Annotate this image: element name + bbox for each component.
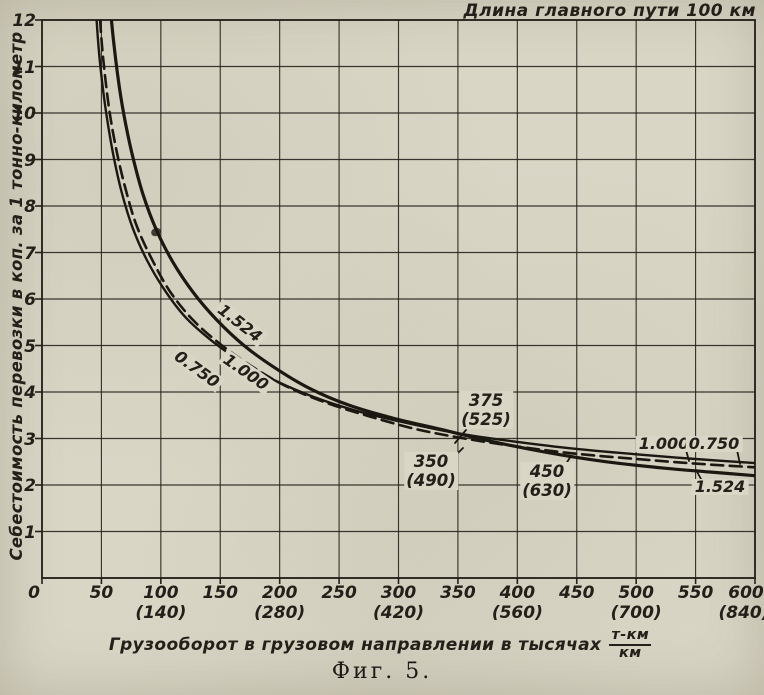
annotation-350-secondary: (490) bbox=[406, 471, 456, 490]
x-axis-title: Грузооборот в грузовом направлении в тыс… bbox=[60, 627, 700, 662]
y-tick-label: 7 bbox=[24, 243, 36, 264]
x-tick-label: 500 bbox=[618, 583, 654, 603]
right-label-1000: 1.000 bbox=[635, 436, 693, 452]
annotation-375-value: 375 bbox=[468, 391, 504, 410]
y-tick-label: 5 bbox=[24, 336, 36, 357]
annotation-450-secondary: (630) bbox=[522, 481, 572, 500]
x-tick-label: 400 bbox=[499, 583, 536, 603]
annotation-450: 450 (630) bbox=[520, 462, 574, 500]
leader-line bbox=[736, 449, 741, 465]
y-tick-label: 10 bbox=[12, 104, 36, 124]
right-label-0750: 0.750 bbox=[685, 436, 743, 452]
annotation-350: 350 (490) bbox=[404, 452, 458, 490]
x-tick-label: 600 bbox=[728, 583, 764, 603]
x-tick-label: 200 bbox=[261, 583, 298, 603]
ink-speck bbox=[151, 227, 161, 237]
x-tick-secondary-label: (420) bbox=[372, 603, 425, 623]
curve-1.000 bbox=[95, 20, 755, 465]
right-label-1524: 1.524 bbox=[691, 479, 749, 495]
x-tick-secondary-label: (840) bbox=[718, 603, 764, 623]
y-tick-label: 4 bbox=[24, 383, 36, 403]
x-tick-label: 350 bbox=[440, 583, 476, 603]
x-tick-label: 150 bbox=[202, 583, 239, 603]
chart-title: Длина главного пути 100 км bbox=[463, 1, 756, 21]
figure-caption: Фиг. 5. bbox=[331, 659, 433, 684]
unit-denominator: км bbox=[619, 644, 642, 661]
x-tick-label: 300 bbox=[380, 583, 417, 603]
curve-0.750 bbox=[98, 20, 755, 469]
annotation-375-secondary: (525) bbox=[461, 410, 511, 429]
annotation-350-value: 350 bbox=[413, 452, 449, 471]
annotation-450-value: 450 bbox=[529, 462, 565, 481]
y-tick-label: 6 bbox=[24, 290, 36, 310]
y-tick-label: 3 bbox=[24, 429, 36, 450]
y-tick-label: 2 bbox=[24, 476, 36, 496]
x-tick-label: 450 bbox=[559, 583, 595, 603]
leader-line bbox=[695, 469, 702, 480]
unit-numerator: т-км bbox=[609, 627, 652, 646]
x-tick-label: 0 bbox=[28, 583, 40, 603]
x-tick-label: 50 bbox=[89, 583, 114, 603]
y-tick-label: 11 bbox=[12, 57, 36, 78]
curve-1.524 bbox=[109, 20, 755, 478]
annotation-375: 375 (525) bbox=[459, 391, 513, 429]
y-tick-label: 12 bbox=[12, 11, 36, 31]
x-tick-label: 550 bbox=[677, 583, 714, 603]
x-axis-unit-fraction: т-км км bbox=[609, 627, 652, 662]
x-tick-label: 100 bbox=[143, 583, 179, 603]
x-tick-secondary-label: (560) bbox=[491, 603, 543, 623]
x-tick-secondary-label: (700) bbox=[610, 603, 662, 623]
y-tick-label: 8 bbox=[24, 197, 36, 217]
y-tick-label: 9 bbox=[24, 150, 36, 171]
y-tick-label: 1 bbox=[24, 522, 36, 543]
x-tick-secondary-label: (280) bbox=[254, 603, 306, 623]
x-tick-label: 250 bbox=[321, 583, 357, 603]
x-tick-secondary-label: (140) bbox=[135, 603, 187, 623]
x-axis-title-text: Грузооборот в грузовом направлении в тыс… bbox=[108, 634, 602, 655]
leader-line bbox=[454, 429, 467, 444]
